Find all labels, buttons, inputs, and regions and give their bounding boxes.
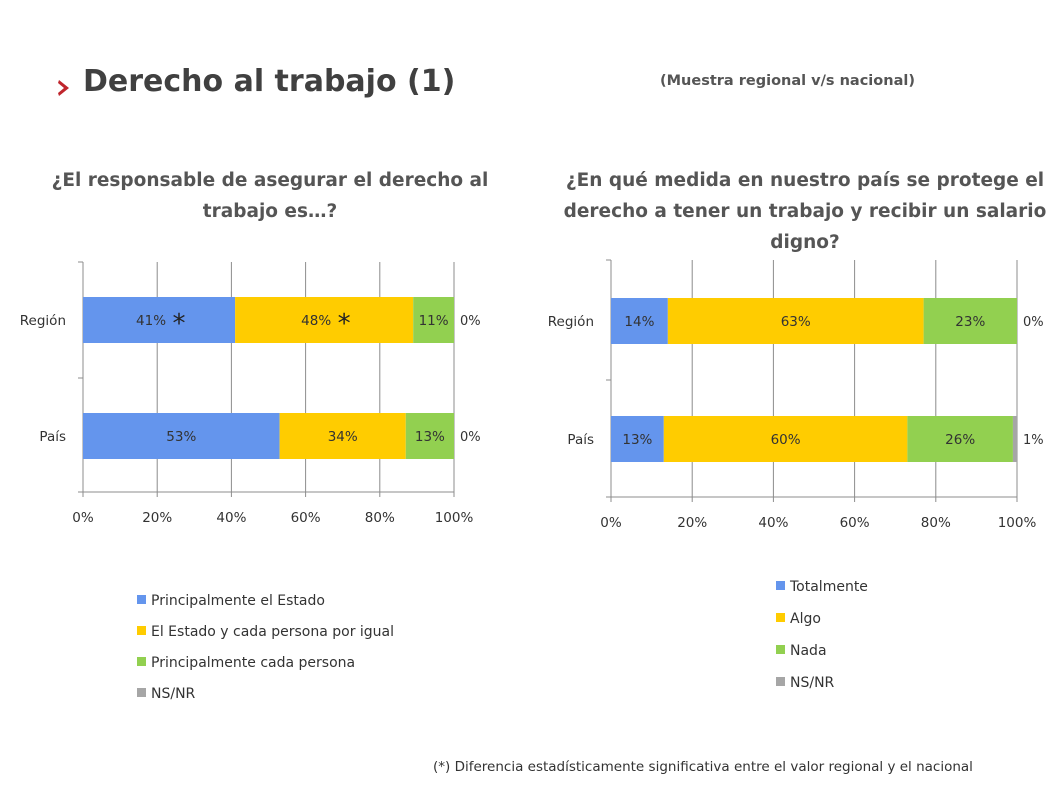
footnote: (*) Diferencia estadísticamente signific… [433,759,973,775]
category-label: Región [20,313,66,329]
bar-segment [667,298,924,344]
category-label: País [39,429,66,445]
significance-mark: * [338,309,351,339]
category-label: País [567,432,594,448]
legend-label: Algo [790,611,821,627]
x-tick-label: 40% [758,515,788,531]
page-title: Derecho al trabajo (1) [83,64,456,99]
data-label: 63% [781,314,811,330]
legend-label: El Estado y cada persona por igual [151,624,394,640]
legend-swatch [137,688,146,697]
bar-segment [907,416,1013,462]
chevron-right-icon [58,80,69,96]
legend-label: Nada [790,643,827,659]
x-tick-label: 80% [921,515,951,531]
data-label: 14% [624,314,654,330]
bar-segment [83,413,280,459]
chart-2-title: ¿En qué medida en nuestro país se proteg… [563,170,1047,253]
legend-label: Principalmente cada persona [151,655,355,671]
x-tick-label: 60% [840,515,870,531]
bar-segment [923,298,1017,344]
data-label: 0% [460,430,481,445]
data-label: 23% [955,314,985,330]
x-tick-label: 80% [365,510,395,526]
data-label: 13% [622,432,652,448]
legend-swatch [137,595,146,604]
legend-swatch [776,613,785,622]
bar-segment [83,297,236,343]
category-label: Región [548,314,594,330]
data-label: 13% [415,429,445,445]
x-tick-label: 60% [291,510,321,526]
data-label: 41% [136,313,166,329]
x-tick-label: 0% [600,515,622,531]
chart-1-title: ¿El responsable de asegurar el derecho a… [51,170,489,222]
bar-segment [405,413,454,459]
legend-swatch [776,645,785,654]
bar-segment [413,297,454,343]
data-label: 26% [945,432,975,448]
x-tick-label: 100% [998,515,1037,531]
x-tick-label: 20% [142,510,172,526]
page-subtitle: (Muestra regional v/s nacional) [660,73,915,89]
bar-segment [235,297,414,343]
x-tick-label: 0% [72,510,94,526]
legend-swatch [776,677,785,686]
data-label: 53% [166,429,196,445]
data-label: 11% [419,313,449,329]
data-label: 1% [1023,433,1044,448]
legend-swatch [776,581,785,590]
legend-label: Totalmente [789,579,868,595]
bar-segment [611,298,668,344]
legend-label: Principalmente el Estado [151,593,325,609]
legend-swatch [137,657,146,666]
bar-segment [663,416,908,462]
significance-mark: * [173,309,186,339]
legend-label: NS/NR [151,686,196,702]
chevron-right-icon-shape [58,80,69,96]
x-tick-label: 40% [216,510,246,526]
legend-label: NS/NR [790,675,835,691]
legend-swatch [137,626,146,635]
data-label: 34% [328,429,358,445]
data-label: 60% [771,432,801,448]
data-label: 0% [460,314,481,329]
bar-segment [1012,416,1017,462]
x-tick-label: 20% [677,515,707,531]
bar-segment [279,413,406,459]
data-label: 48% [301,313,331,329]
data-label: 0% [1023,315,1044,330]
bar-segment [611,416,664,462]
x-tick-label: 100% [435,510,474,526]
